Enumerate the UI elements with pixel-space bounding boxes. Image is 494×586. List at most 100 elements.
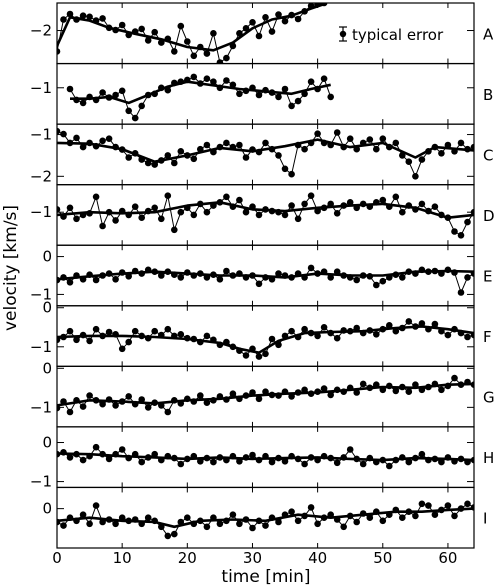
data-point	[307, 454, 315, 461]
data-point	[438, 150, 445, 157]
data-point	[301, 8, 308, 15]
data-point	[307, 139, 315, 147]
data-point	[451, 325, 458, 333]
data-point	[190, 335, 198, 343]
data-point	[379, 456, 387, 464]
data-point	[144, 266, 152, 274]
data-point	[333, 516, 341, 523]
data-point	[405, 458, 413, 466]
data-point	[249, 203, 256, 210]
data-point	[386, 322, 393, 329]
data-point	[288, 102, 295, 110]
data-point	[99, 272, 106, 279]
data-point	[464, 333, 471, 341]
data-point	[171, 332, 178, 340]
data-point	[112, 91, 119, 99]
data-point	[118, 446, 126, 453]
data-point	[60, 449, 67, 456]
data-point	[216, 454, 224, 461]
data-point	[184, 204, 191, 212]
data-point	[216, 520, 224, 528]
data-point	[399, 274, 406, 281]
data-point	[470, 456, 474, 464]
data-point	[158, 331, 165, 339]
data-point	[373, 381, 380, 389]
data-point	[457, 381, 465, 389]
data-point	[125, 31, 132, 39]
data-point	[262, 388, 269, 396]
data-point	[255, 517, 263, 525]
panel-data	[57, 318, 474, 360]
data-point	[197, 517, 204, 525]
data-point	[373, 458, 380, 466]
data-point	[314, 388, 321, 396]
data-point	[470, 331, 474, 339]
data-point	[333, 268, 341, 276]
data-point	[236, 270, 243, 277]
data-point	[203, 399, 211, 407]
data-point	[144, 454, 152, 461]
data-point	[249, 272, 256, 279]
y-tick-label: −1	[30, 79, 52, 97]
data-point	[451, 512, 458, 520]
data-point	[307, 192, 315, 199]
data-point	[418, 386, 426, 394]
panel-letter: F	[483, 328, 492, 346]
panel-i: 0 10 20 30 40 50 60 0 I	[42, 486, 487, 567]
data-point	[79, 99, 87, 107]
data-point	[366, 203, 374, 210]
data-point	[190, 452, 198, 460]
data-point	[268, 514, 276, 521]
data-point	[457, 455, 465, 463]
data-point	[457, 289, 465, 296]
data-point	[262, 13, 269, 21]
data-point	[268, 89, 276, 96]
data-point	[340, 143, 348, 151]
data-point	[203, 208, 211, 216]
data-point	[320, 3, 328, 7]
y-tick-label: 0	[42, 248, 52, 266]
data-point	[249, 84, 256, 92]
data-point	[359, 200, 367, 208]
data-point	[451, 374, 458, 382]
data-point	[470, 143, 474, 151]
data-point	[242, 516, 250, 523]
panel-data	[57, 500, 474, 540]
data-point	[281, 17, 289, 25]
data-point	[171, 271, 178, 279]
data-point	[151, 90, 158, 98]
data-point	[340, 523, 348, 531]
data-point	[144, 404, 152, 411]
raw-series-line	[57, 130, 474, 177]
data-point	[158, 402, 165, 409]
data-point	[314, 130, 321, 137]
data-point	[216, 84, 224, 92]
data-point	[327, 329, 335, 337]
data-point	[216, 199, 224, 206]
data-point	[125, 107, 132, 115]
data-point	[131, 203, 139, 210]
x-tick-label: 0	[52, 549, 62, 567]
data-point	[294, 455, 302, 463]
data-point	[223, 54, 230, 62]
data-point	[425, 456, 432, 464]
data-point	[379, 517, 387, 525]
data-point	[66, 454, 74, 461]
x-tick-label: 40	[308, 549, 327, 567]
data-point	[262, 350, 269, 358]
data-point	[138, 520, 145, 528]
data-point	[73, 336, 80, 344]
data-point	[223, 267, 230, 275]
data-point	[353, 389, 361, 396]
data-point	[255, 353, 263, 360]
data-point	[366, 384, 374, 392]
data-point	[425, 502, 432, 509]
data-point	[431, 267, 439, 275]
data-point	[60, 522, 67, 529]
data-point	[399, 324, 406, 332]
data-point	[171, 530, 178, 538]
data-point	[444, 331, 452, 339]
data-point	[118, 87, 126, 95]
data-point	[444, 454, 452, 461]
data-point	[418, 266, 426, 274]
